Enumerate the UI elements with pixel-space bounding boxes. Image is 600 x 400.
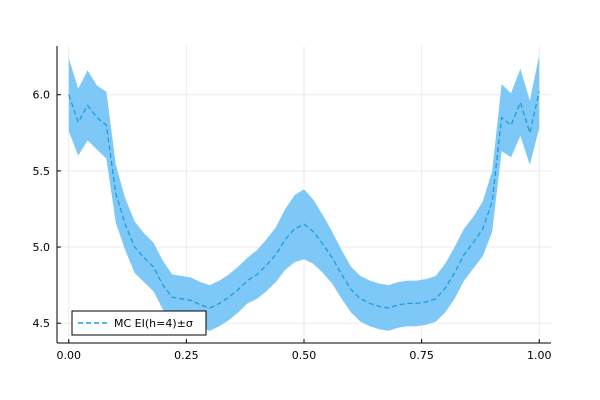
y-tick-label-2: 5.5 (33, 165, 51, 178)
y-tick-label-0: 4.5 (33, 317, 51, 330)
x-tick-label-3: 0.75 (409, 349, 434, 362)
axes (56, 46, 551, 344)
sigma-band (68, 55, 540, 331)
y-tick-label-1: 5.0 (33, 241, 51, 254)
x-tick-label-4: 1.00 (527, 349, 552, 362)
legend-label: MC EI(h=4)±σ (114, 317, 193, 330)
sigma-band-area (68, 55, 540, 331)
x-tick-label-1: 0.25 (174, 349, 199, 362)
y-tick-label-3: 6.0 (33, 89, 51, 102)
series-line (68, 91, 540, 309)
x-tick-label-0: 0.00 (57, 349, 82, 362)
tick-labels: 0.00 0.25 0.50 0.75 1.00 4.5 5.0 5.5 6.0 (33, 89, 552, 362)
legend: MC EI(h=4)±σ (71, 310, 207, 336)
x-tick-label-2: 0.50 (292, 349, 317, 362)
mean-line (68, 91, 540, 309)
